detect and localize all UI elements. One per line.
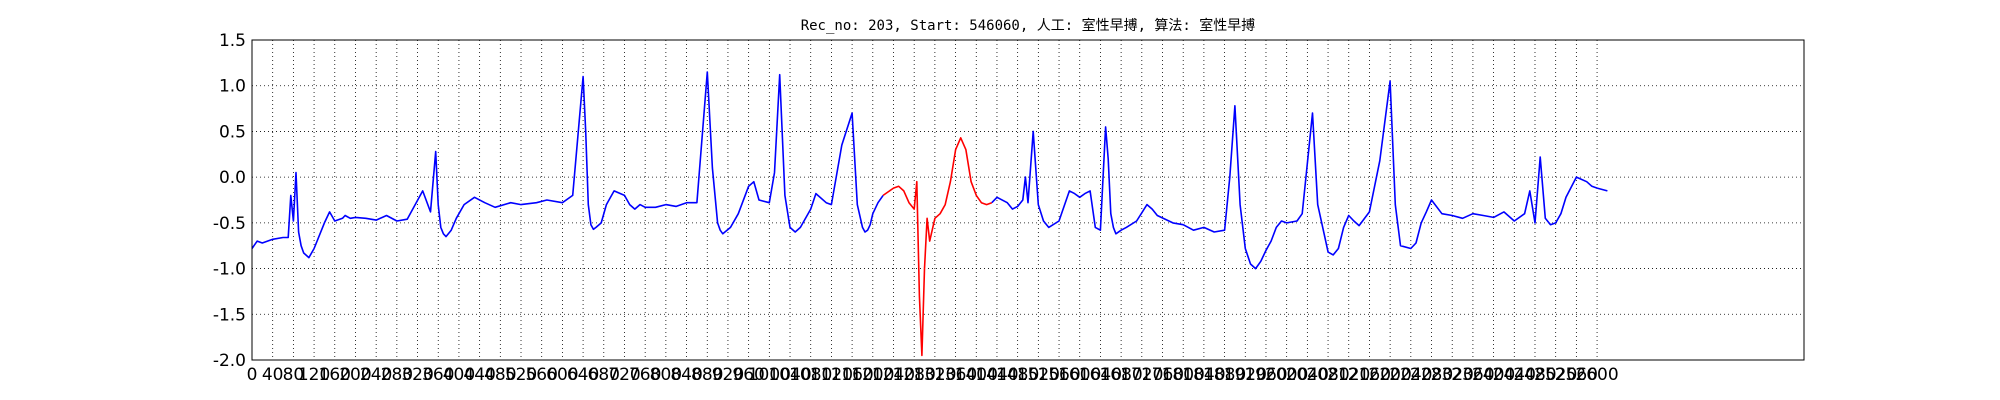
x-tick-label: 1000 bbox=[748, 365, 791, 385]
x-tick-label: 2120 bbox=[1327, 365, 1370, 385]
x-tick-label: 440 bbox=[463, 365, 495, 385]
x-tick-label: 1880 bbox=[1203, 365, 1246, 385]
x-tick-label: 720 bbox=[608, 365, 640, 385]
x-tick-label: 1080 bbox=[789, 365, 832, 385]
plot-frame bbox=[251, 39, 1805, 361]
x-tick-label: 1240 bbox=[872, 365, 915, 385]
x-tick-label: 480 bbox=[484, 365, 516, 385]
x-tick-label: 1640 bbox=[1079, 365, 1122, 385]
y-axis: 1.5 1.0 0.5 0.0 -0.5 -1.0 -1.5 -2.0 bbox=[213, 31, 246, 371]
x-tick-label: 2360 bbox=[1451, 365, 1494, 385]
ecg-series-line-1 bbox=[251, 71, 884, 259]
series-lines bbox=[251, 71, 1608, 357]
x-tick-label: 1400 bbox=[955, 365, 998, 385]
x-tick-label: 1480 bbox=[996, 365, 1039, 385]
x-tick-label: 2520 bbox=[1534, 365, 1577, 385]
x-tick-label: 0 bbox=[247, 365, 258, 385]
x-tick-label: 240 bbox=[360, 365, 392, 385]
x-tick-label: 600 bbox=[546, 365, 578, 385]
x-tick-label: 80 bbox=[283, 365, 305, 385]
x-tick-label: 1920 bbox=[1224, 365, 1267, 385]
x-tick-label: 1760 bbox=[1141, 365, 1184, 385]
y-tick-label: 0.0 bbox=[219, 168, 246, 188]
x-tick-label: 1800 bbox=[1162, 365, 1205, 385]
x-tick-label: 120 bbox=[298, 365, 330, 385]
x-tick-label: 640 bbox=[567, 365, 599, 385]
x-tick-label: 2440 bbox=[1493, 365, 1536, 385]
x-tick-label: 920 bbox=[712, 365, 744, 385]
x-tick-label: 520 bbox=[505, 365, 537, 385]
x-tick-label: 2560 bbox=[1555, 365, 1598, 385]
x-tick-label: 2000 bbox=[1265, 365, 1308, 385]
x-tick-label: 400 bbox=[443, 365, 475, 385]
y-tick-label: -0.5 bbox=[213, 214, 246, 234]
chart-title: Rec_no: 203, Start: 546060, 人工: 室性早搏, 算法… bbox=[801, 17, 1256, 34]
x-tick-label: 2040 bbox=[1286, 365, 1329, 385]
x-tick-label: 1840 bbox=[1182, 365, 1225, 385]
x-tick-label: 760 bbox=[629, 365, 661, 385]
x-tick-label: 680 bbox=[588, 365, 620, 385]
ecg-series-line-2 bbox=[882, 137, 993, 357]
x-tick-label: 2240 bbox=[1389, 365, 1432, 385]
x-tick-label: 1440 bbox=[975, 365, 1018, 385]
x-tick-label: 960 bbox=[732, 365, 764, 385]
x-tick-label: 800 bbox=[650, 365, 682, 385]
x-tick-label: 40 bbox=[262, 365, 284, 385]
x-tick-label: 1200 bbox=[851, 365, 894, 385]
x-tick-label: 1600 bbox=[1058, 365, 1101, 385]
x-tick-label: 1120 bbox=[810, 365, 853, 385]
x-axis: 0 40 8012016020024028032036040044048052056… bbox=[247, 365, 1619, 385]
x-tick-label: 1360 bbox=[934, 365, 977, 385]
x-tick-label: 2280 bbox=[1410, 365, 1453, 385]
x-tick-label: 1040 bbox=[768, 365, 811, 385]
y-tick-label: 1.5 bbox=[219, 31, 246, 51]
x-tick-label: 560 bbox=[525, 365, 557, 385]
x-tick-label: 1960 bbox=[1244, 365, 1287, 385]
x-tick-label: 1680 bbox=[1099, 365, 1142, 385]
x-tick-label: 1720 bbox=[1120, 365, 1163, 385]
y-tick-label: -1.5 bbox=[213, 305, 246, 325]
x-tick-label: 1160 bbox=[830, 365, 873, 385]
x-tick-label: 1320 bbox=[913, 365, 956, 385]
y-tick-label: -1.0 bbox=[213, 260, 246, 280]
x-tick-label: 200 bbox=[339, 365, 371, 385]
x-tick-label: 2400 bbox=[1472, 365, 1515, 385]
x-tick-label: 840 bbox=[670, 365, 702, 385]
x-tick-label: 1560 bbox=[1037, 365, 1080, 385]
x-tick-label: 280 bbox=[381, 365, 413, 385]
y-tick-label: -2.0 bbox=[213, 351, 246, 371]
x-tick-label: 880 bbox=[691, 365, 723, 385]
y-tick-label: 0.5 bbox=[219, 122, 246, 142]
x-tick-label: 2480 bbox=[1513, 365, 1556, 385]
y-tick-label: 1.0 bbox=[219, 77, 246, 97]
x-tick-label: 160 bbox=[319, 365, 351, 385]
x-tick-label: 320 bbox=[401, 365, 433, 385]
x-tick-label: 1280 bbox=[893, 365, 936, 385]
x-tick-label: 360 bbox=[422, 365, 454, 385]
x-tick-label: 2320 bbox=[1431, 365, 1474, 385]
x-tick-label: 2080 bbox=[1306, 365, 1349, 385]
x-tick-label: 1520 bbox=[1017, 365, 1060, 385]
x-tick-label: 2160 bbox=[1348, 365, 1391, 385]
x-tick-label: 2200 bbox=[1369, 365, 1412, 385]
ecg-series-line-3 bbox=[991, 80, 1608, 270]
x-tick-label: 2600 bbox=[1575, 365, 1618, 385]
